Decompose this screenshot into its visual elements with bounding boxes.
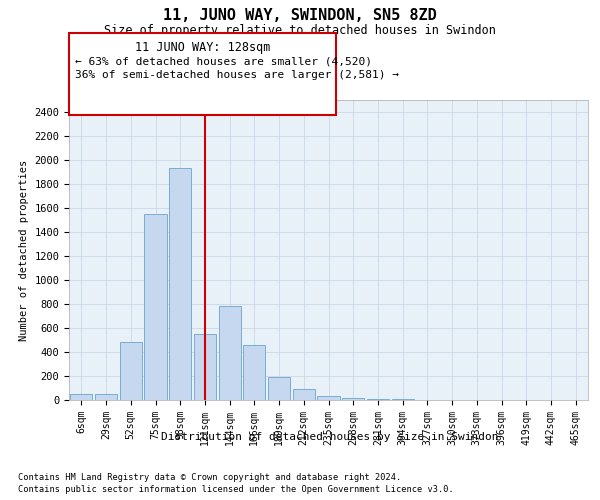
Text: Contains public sector information licensed under the Open Government Licence v3: Contains public sector information licen… [18,485,454,494]
Text: 11, JUNO WAY, SWINDON, SN5 8ZD: 11, JUNO WAY, SWINDON, SN5 8ZD [163,8,437,22]
Text: 36% of semi-detached houses are larger (2,581) →: 36% of semi-detached houses are larger (… [75,70,399,80]
Bar [194,334,216,400]
Bar [119,342,142,400]
Bar [95,394,117,400]
Bar [342,398,364,400]
Bar [243,346,265,400]
Text: ← 63% of detached houses are smaller (4,520): ← 63% of detached houses are smaller (4,… [75,56,372,66]
Bar [317,396,340,400]
Bar [268,376,290,400]
Text: Contains HM Land Registry data © Crown copyright and database right 2024.: Contains HM Land Registry data © Crown c… [18,472,401,482]
Bar [70,394,92,400]
Text: Size of property relative to detached houses in Swindon: Size of property relative to detached ho… [104,24,496,37]
Y-axis label: Number of detached properties: Number of detached properties [19,160,29,340]
Bar [293,389,315,400]
Text: 11 JUNO WAY: 128sqm: 11 JUNO WAY: 128sqm [135,42,270,54]
Bar [145,214,167,400]
Text: Distribution of detached houses by size in Swindon: Distribution of detached houses by size … [161,432,499,442]
Bar [169,168,191,400]
Bar [218,306,241,400]
